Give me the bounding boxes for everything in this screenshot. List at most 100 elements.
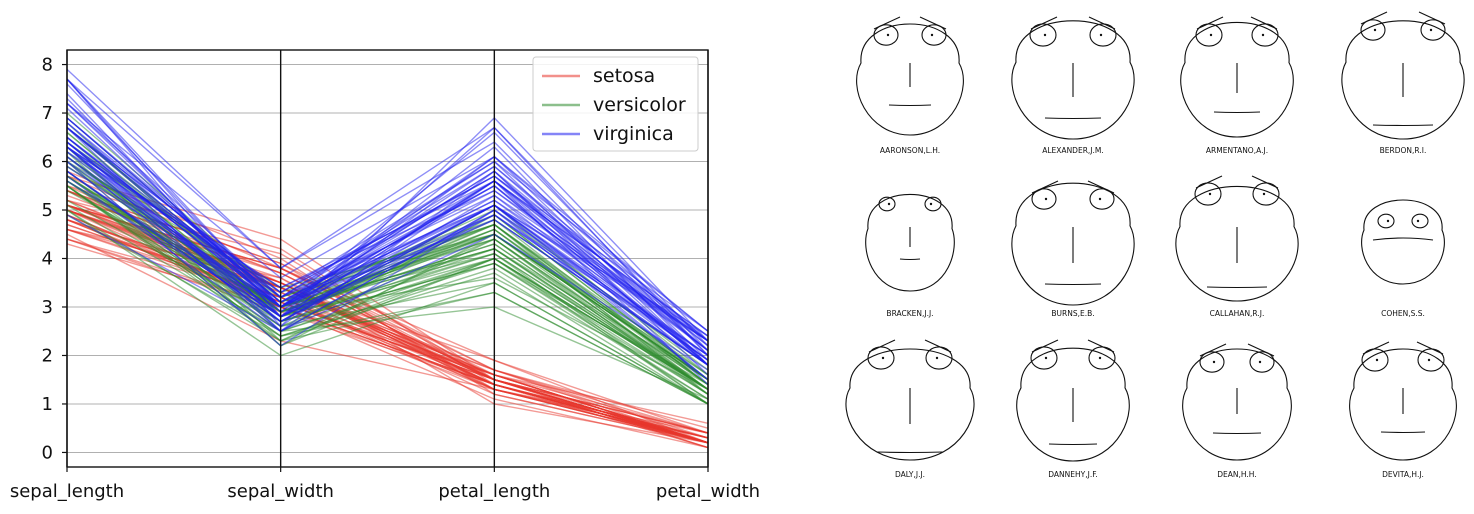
- versicolor-line: [66, 204, 709, 400]
- virginica-line: [66, 214, 709, 371]
- face-pupil: [1427, 358, 1431, 362]
- face-brow: [1031, 339, 1059, 353]
- face-pupil: [1098, 356, 1102, 360]
- face-head: [1011, 182, 1135, 306]
- face-label: CALLAHAN,R.J.: [1210, 309, 1265, 318]
- face-head: [1016, 347, 1130, 462]
- face-pupil: [1386, 219, 1390, 223]
- face-brow: [873, 16, 901, 30]
- face-mouth: [1372, 124, 1434, 127]
- chernoff-face: DALY,J.J.: [845, 339, 975, 479]
- chernoff-face: CALLAHAN,R.J.: [1175, 175, 1299, 318]
- x-tick-label: petal_length: [438, 481, 550, 502]
- virginica-line: [66, 127, 709, 337]
- chernoff-face: DANNEHY,J.F.: [1016, 339, 1130, 479]
- face-brow: [1030, 16, 1058, 30]
- legend-label-versicolor: versicolor: [593, 94, 686, 116]
- chernoff-face: AARONSON,L.H.: [856, 16, 964, 155]
- data-lines: [66, 68, 709, 449]
- face-pupil: [886, 33, 890, 37]
- chernoff-face: COHEN,S.S.: [1361, 199, 1445, 318]
- y-tick-label: 6: [42, 152, 53, 173]
- face-eye: [873, 24, 899, 46]
- face-head: [1011, 20, 1135, 140]
- legend-label-virginica: virginica: [593, 123, 674, 145]
- face-pupil: [935, 356, 939, 360]
- chernoff-face: BERDON,R.I.: [1341, 11, 1465, 155]
- y-tick-label: 3: [42, 297, 53, 318]
- face-pupil: [1098, 197, 1102, 201]
- face-head: [1349, 348, 1457, 461]
- face-eye: [924, 196, 942, 212]
- y-tick-label: 4: [42, 249, 53, 270]
- x-tick-labels: sepal_length sepal_width petal_length petal…: [10, 467, 760, 502]
- x-tick-label: sepal_width: [227, 481, 334, 502]
- face-label: BERDON,R.I.: [1380, 146, 1427, 155]
- face-mouth: [1213, 111, 1261, 114]
- parallel-coordinates-plot: 0 1 2 3 4 5 6 7 8 sepal_length sepal_width petal_l…: [10, 49, 760, 502]
- face-brow: [1250, 16, 1278, 30]
- chernoff-face: ARMENTANO,A.J.: [1180, 16, 1294, 155]
- y-tick-label: 7: [42, 103, 53, 124]
- face-eye: [878, 196, 896, 212]
- legend-label-setosa: setosa: [593, 65, 655, 87]
- face-pupil: [1212, 360, 1216, 364]
- face-brow: [1360, 11, 1388, 25]
- face-mouth: [876, 451, 944, 454]
- face-head: [1182, 348, 1292, 461]
- face-eye: [1249, 351, 1275, 373]
- chernoff-face: DEAN,H.H.: [1182, 343, 1292, 479]
- face-pupil: [1416, 219, 1420, 223]
- face-eye: [921, 24, 947, 46]
- virginica-line: [66, 141, 709, 347]
- versicolor-line: [66, 185, 709, 405]
- face-pupil: [1209, 33, 1213, 37]
- chernoff-faces-grid: AARONSON,L.H. ALEXANDER,J.M. ARMENTANO,A.J…: [845, 11, 1465, 479]
- virginica-line: [66, 102, 709, 332]
- face-brow: [1199, 343, 1227, 357]
- face-mouth: [1380, 431, 1426, 434]
- face-mouth: [1048, 443, 1098, 446]
- y-tick-label: 1: [42, 394, 53, 415]
- virginica-line: [66, 127, 709, 332]
- face-pupil: [887, 202, 891, 206]
- series-virginica: [66, 68, 709, 386]
- face-eye: [1089, 188, 1115, 210]
- face-mouth: [1206, 286, 1268, 289]
- face-brow: [868, 339, 896, 353]
- legend: setosa versicolor virginica: [532, 56, 699, 152]
- face-brow: [919, 16, 947, 30]
- virginica-line: [66, 170, 709, 361]
- face-eye: [1411, 213, 1429, 229]
- face-brow: [1195, 175, 1223, 189]
- face-mouth: [899, 258, 921, 261]
- face-eye: [1031, 188, 1057, 210]
- face-label: DEAN,H.H.: [1217, 470, 1256, 479]
- face-pupil: [1262, 192, 1266, 196]
- face-eye: [1377, 213, 1395, 229]
- face-mouth: [1372, 237, 1434, 241]
- face-head: [845, 348, 975, 461]
- face-label: COHEN,S.S.: [1381, 309, 1425, 318]
- legend-box: [532, 56, 699, 152]
- face-head: [856, 23, 964, 136]
- x-tick-label: sepal_length: [10, 481, 124, 502]
- x-tick-label: petal_width: [656, 481, 760, 502]
- chernoff-face: DEVITA,H.J.: [1349, 341, 1457, 479]
- versicolor-line: [66, 209, 709, 405]
- face-head: [1175, 185, 1299, 302]
- face-pupil: [1099, 33, 1103, 37]
- face-label: DEVITA,H.J.: [1382, 470, 1424, 479]
- virginica-line: [66, 165, 709, 366]
- face-eye: [1420, 19, 1446, 41]
- face-mouth: [1044, 117, 1102, 120]
- face-label: BRACKEN,J.J.: [886, 309, 933, 318]
- face-brow: [1031, 180, 1059, 194]
- face-brow: [1416, 341, 1444, 355]
- face-eye: [1199, 351, 1225, 373]
- face-brow: [924, 339, 952, 353]
- face-pupil: [1375, 358, 1379, 362]
- y-tick-label: 8: [42, 55, 53, 76]
- face-pupil: [1043, 33, 1047, 37]
- face-brow: [1196, 16, 1224, 30]
